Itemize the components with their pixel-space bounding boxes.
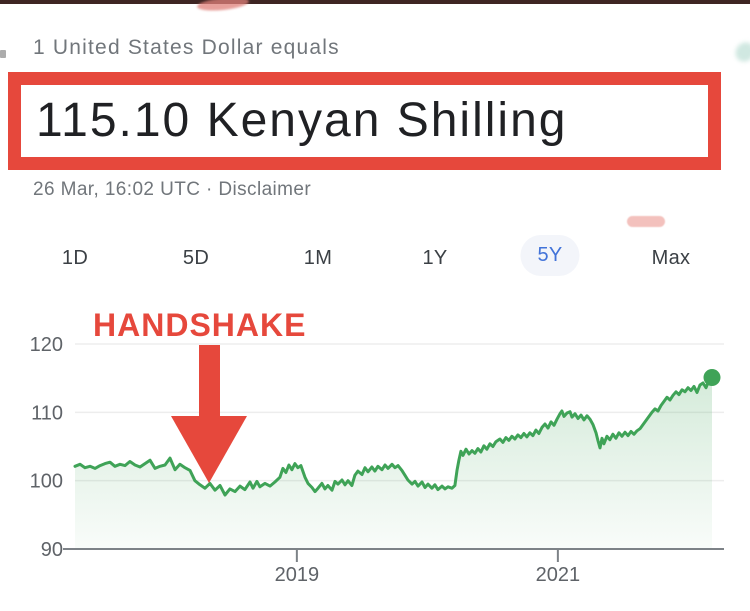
x-axis-label-2021: 2021 xyxy=(536,564,581,586)
tab-5y[interactable]: 5Y xyxy=(520,235,580,276)
y-axis-label-90: 90 xyxy=(41,539,63,561)
y-axis-label-120: 120 xyxy=(30,334,63,356)
latest-point-marker xyxy=(703,368,721,386)
y-axis-label-110: 110 xyxy=(31,402,63,424)
pink-smudge-artifact xyxy=(627,216,665,227)
disclaimer-link[interactable]: Disclaimer xyxy=(218,179,312,200)
tab-1d[interactable]: 1D xyxy=(61,247,89,269)
edge-mark-artifact xyxy=(0,50,6,58)
rate-timestamp: 26 Mar, 16:02 UTC · Disclaimer xyxy=(33,179,311,201)
tab-max[interactable]: Max xyxy=(651,247,691,269)
x-axis-label-2019: 2019 xyxy=(275,564,320,586)
red-highlight-box: 115.10 Kenyan Shilling xyxy=(8,72,721,170)
conversion-subtitle: 1 United States Dollar equals xyxy=(33,36,340,59)
exchange-rate-value: 115.10 Kenyan Shilling xyxy=(36,94,568,147)
y-axis-label-100: 100 xyxy=(30,471,63,493)
down-arrow-icon xyxy=(171,416,247,483)
tab-5d[interactable]: 5D xyxy=(182,247,210,269)
timestamp-text: 26 Mar, 16:02 UTC · xyxy=(33,179,219,200)
tab-1m[interactable]: 1M xyxy=(303,247,333,269)
down-arrow-icon xyxy=(199,345,220,418)
chart-line xyxy=(73,376,714,497)
chart-area-fill xyxy=(75,377,712,549)
tab-1y[interactable]: 1Y xyxy=(422,247,448,269)
top-edge-bar xyxy=(0,0,750,4)
handshake-annotation-label: HANDSHAKE xyxy=(93,307,307,343)
